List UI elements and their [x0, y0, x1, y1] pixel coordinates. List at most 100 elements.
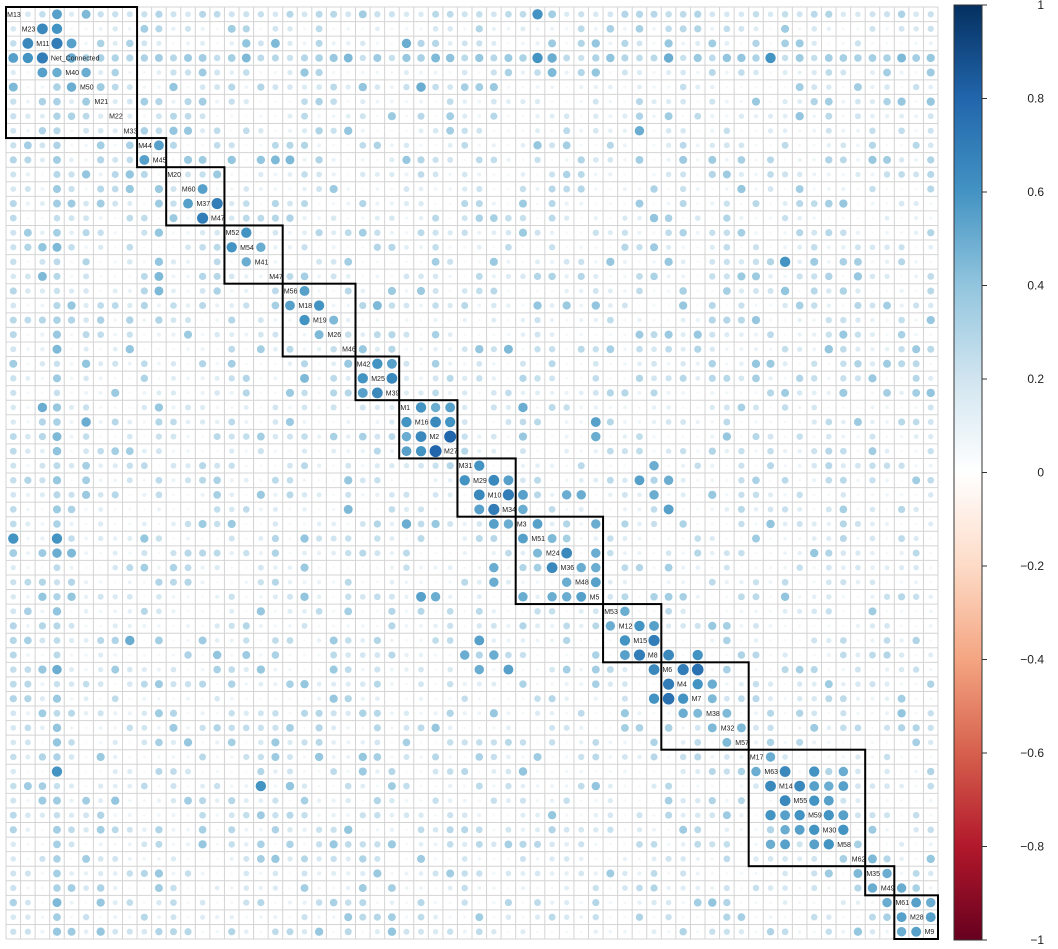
correlation-circle: [506, 857, 510, 861]
correlation-circle: [651, 419, 657, 425]
correlation-circle: [914, 100, 918, 104]
correlation-circle: [681, 391, 686, 395]
correlation-circle: [506, 303, 511, 308]
correlation-circle: [477, 303, 482, 308]
correlation-circle: [300, 360, 309, 368]
correlation-circle: [870, 521, 875, 527]
correlation-circle: [594, 144, 598, 147]
correlation-circle: [214, 623, 220, 629]
correlation-circle: [491, 609, 497, 614]
correlation-circle: [710, 434, 715, 439]
correlation-circle: [579, 551, 583, 555]
correlation-circle: [492, 900, 496, 905]
correlation-circle: [929, 508, 933, 511]
diagonal-variable-label: M5: [590, 594, 600, 601]
correlation-circle: [273, 245, 278, 250]
correlation-circle: [492, 871, 496, 876]
correlation-circle: [373, 709, 381, 717]
correlation-circle: [652, 260, 656, 264]
correlation-circle: [723, 884, 730, 892]
correlation-circle: [346, 173, 350, 176]
correlation-circle: [593, 827, 599, 833]
correlation-circle: [652, 726, 656, 730]
correlation-circle: [578, 826, 585, 833]
correlation-circle: [739, 216, 744, 221]
correlation-circle: [579, 143, 583, 147]
correlation-circle: [330, 404, 337, 411]
correlation-circle: [709, 841, 716, 848]
correlation-circle: [709, 98, 716, 105]
correlation-circle: [432, 26, 439, 32]
correlation-circle: [448, 274, 452, 279]
correlation-circle: [142, 318, 147, 323]
correlation-circle: [811, 594, 817, 600]
correlation-circle: [914, 157, 919, 162]
correlation-circle: [548, 346, 556, 353]
correlation-circle: [26, 565, 30, 570]
correlation-circle: [696, 405, 700, 409]
correlation-circle: [418, 666, 424, 673]
correlation-circle: [738, 25, 745, 32]
correlation-circle: [25, 812, 31, 819]
correlation-circle: [635, 10, 644, 18]
diagonal-variable-label: M39: [386, 390, 400, 397]
correlation-circle: [140, 462, 148, 470]
correlation-circle: [667, 871, 671, 875]
correlation-circle: [374, 84, 381, 90]
correlation-circle: [68, 812, 75, 818]
correlation-circle: [389, 157, 395, 163]
correlation-circle: [825, 549, 833, 557]
legend-tick-label: −1: [1030, 933, 1044, 947]
correlation-circle: [578, 856, 584, 862]
diagonal-variable-label: M10: [488, 492, 502, 499]
correlation-circle: [447, 798, 453, 803]
correlation-circle: [491, 302, 497, 309]
correlation-circle: [885, 420, 889, 424]
correlation-circle: [315, 899, 323, 906]
correlation-circle: [839, 345, 847, 353]
correlation-circle: [157, 624, 161, 628]
correlation-circle: [96, 54, 105, 62]
cluster-box: [223, 224, 284, 285]
correlation-circle: [693, 53, 702, 63]
correlation-circle: [112, 928, 119, 935]
correlation-circle: [388, 622, 396, 630]
correlation-circle: [740, 435, 743, 438]
correlation-circle: [664, 112, 673, 121]
cluster-box: [354, 355, 401, 402]
correlation-circle: [360, 638, 366, 643]
correlation-circle: [113, 405, 117, 409]
correlation-circle: [199, 302, 207, 310]
correlation-circle: [40, 915, 45, 919]
correlation-circle: [825, 316, 832, 324]
correlation-circle: [578, 506, 584, 512]
correlation-circle: [286, 491, 294, 499]
correlation-circle: [825, 767, 833, 776]
correlation-circle: [419, 799, 423, 803]
correlation-circle: [563, 797, 570, 804]
correlation-circle: [912, 869, 920, 877]
correlation-circle: [709, 928, 716, 935]
correlation-circle: [345, 798, 351, 804]
correlation-circle: [52, 446, 62, 456]
correlation-circle: [769, 231, 772, 235]
correlation-circle: [317, 289, 321, 293]
correlation-circle: [679, 185, 687, 193]
correlation-circle: [769, 100, 772, 104]
correlation-circle: [723, 374, 731, 382]
correlation-circle: [736, 723, 746, 733]
correlation-circle: [825, 506, 832, 513]
correlation-circle: [259, 289, 263, 293]
correlation-circle: [143, 347, 146, 351]
correlation-circle: [738, 447, 745, 455]
correlation-circle: [492, 667, 496, 672]
correlation-circle: [927, 404, 934, 411]
correlation-circle: [317, 668, 321, 671]
cluster-box: [456, 457, 517, 518]
correlation-circle: [448, 507, 452, 511]
correlation-circle: [432, 287, 439, 294]
correlation-circle: [519, 54, 527, 62]
correlation-circle: [579, 522, 584, 526]
correlation-circle: [548, 272, 556, 281]
correlation-circle: [99, 289, 103, 293]
